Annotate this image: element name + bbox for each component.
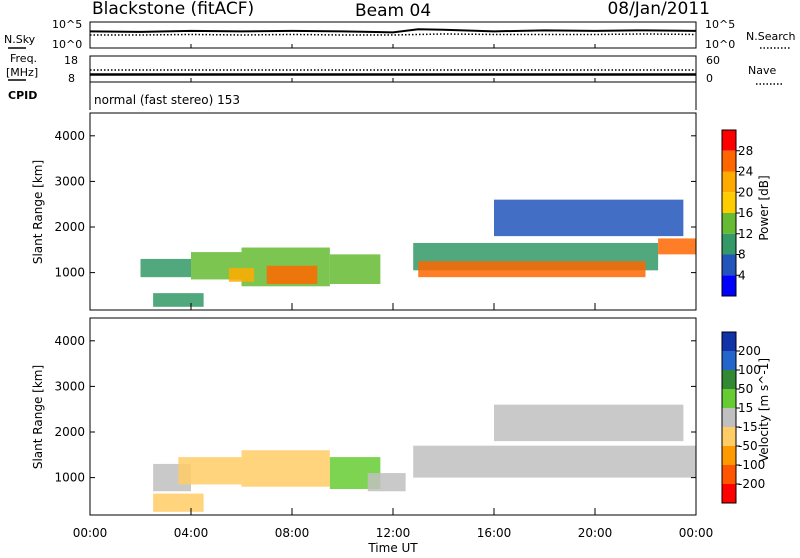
station-title: Blackstone (fitACF) [92,0,254,19]
power-ytick-label-3: 4000 [54,129,85,143]
power-colorbar-swatch-3 [722,192,736,213]
power-colorbar-swatch-7 [722,275,736,296]
xtick-label-0: 00:00 [73,526,108,540]
noise-left-tick-high: 10^5 [52,18,82,31]
power-region-3 [266,265,318,285]
xtick-label-3: 12:00 [376,526,411,540]
velocity-heatmap [153,404,696,512]
velocity-colorbar-swatch-3 [722,389,736,408]
velocity-region-5 [153,493,204,512]
cpid-text: normal (fast stereo) 153 [94,93,240,107]
velocity-colorbar-tick-label-7: -200 [738,477,765,491]
power-region-0 [140,258,191,278]
power-colorbar-label: Power [dB] [757,175,771,240]
noise-search-line [90,33,697,36]
xtick-label-2: 08:00 [275,526,310,540]
power-colorbar-swatch-0 [722,130,736,151]
freq-right-tick-high: 60 [706,54,720,67]
power-heatmap [140,199,696,307]
power-y-label: Slant Range [km] [31,160,45,264]
power-colorbar-tick-label-6: 4 [738,268,746,282]
velocity-colorbar-tick-label-5: -50 [738,439,758,453]
velocity-region-7 [494,404,684,442]
power-colorbar-swatch-6 [722,254,736,276]
velocity-region-2 [241,450,330,487]
noise-right-label: N.Search [746,30,796,43]
noise-sky-line [89,28,697,34]
power-region-10 [494,199,684,237]
xtick-label-1: 04:00 [174,526,209,540]
velocity-colorbar-swatch-1 [722,351,736,370]
noise-left-tick-low: 10^0 [52,38,82,51]
power-y-axis: 1000 2000 3000 4000 [54,129,696,280]
velocity-colorbar: 200 100 50 15 -15 -50 -100 -200 [721,331,765,504]
power-colorbar-tick-label-5: 8 [738,248,746,262]
velocity-colorbar-swatch-2 [722,370,736,389]
velocity-colorbar-swatch-5 [722,427,736,446]
velocity-colorbar-swatch-8 [722,484,736,503]
freq-right-label: Nave [748,64,776,77]
power-colorbar-tick-label-3: 16 [738,206,753,220]
velocity-colorbar-swatch-7 [722,465,736,484]
velocity-region-1 [178,457,242,485]
power-region-4 [228,268,255,282]
velocity-y-axis: 1000 2000 3000 4000 [54,334,696,485]
freq-right-tick-low: 0 [706,72,713,85]
velocity-region-6 [413,445,696,478]
freq-lines [90,69,696,76]
velocity-ytick-label-0: 1000 [54,471,85,485]
velocity-colorbar-swatch-6 [722,446,736,465]
xtick-label-4: 16:00 [477,526,512,540]
noise-right-tick-low: 10^0 [705,38,735,51]
freq-left-tick-low: 8 [68,72,75,85]
power-ytick-label-0: 1000 [54,266,85,280]
power-colorbar: 28 24 20 16 12 8 4 [721,129,753,297]
velocity-colorbar-tick-label-1: 100 [738,363,761,377]
freq-left-label-1: Freq. [10,52,37,65]
time-x-axis: 00:00 04:00 08:00 12:00 16:00 20:00 00:00 [73,44,714,540]
power-ytick-label-2: 3000 [54,174,85,188]
velocity-colorbar-frame [721,331,737,504]
velocity-colorbar-tick-label-4: -15 [738,420,758,434]
power-region-9 [658,238,696,255]
power-colorbar-tick-label-4: 12 [738,227,753,241]
noise-lines [89,28,697,36]
xtick-label-6: 00:00 [679,526,714,540]
date-title: 08/Jan/2011 [607,0,710,19]
freq-left-tick-high: 18 [64,54,78,67]
velocity-ytick-label-1: 2000 [54,425,85,439]
power-colorbar-tick-label-1: 24 [738,165,753,179]
power-colorbar-swatch-5 [722,233,736,255]
velocity-colorbar-swatch-4 [722,408,736,427]
cpid-label: CPID [8,89,37,102]
noise-right-tick-high: 10^5 [705,18,735,31]
velocity-colorbar-tick-label-0: 200 [738,344,761,358]
power-region-6 [153,293,204,307]
velocity-colorbar-tick-label-3: 15 [738,401,753,415]
power-colorbar-swatch-4 [722,213,736,234]
velocity-colorbar-tick-label-2: 50 [738,382,753,396]
power-colorbar-tick-label-0: 28 [738,144,753,158]
xtick-label-5: 20:00 [578,526,613,540]
velocity-region-4 [367,473,406,492]
power-colorbar-swatch-1 [722,150,736,172]
power-region-5 [329,254,381,285]
power-colorbar-tick-label-2: 20 [738,185,753,199]
freq-left-label-2: [MHz] [6,66,38,79]
power-ytick-label-1: 2000 [54,220,85,234]
noise-left-label: N.Sky [4,33,36,46]
velocity-colorbar-tick-label-6: -100 [738,458,765,472]
velocity-ytick-label-2: 3000 [54,379,85,393]
beam-title: Beam 04 [355,1,431,21]
velocity-ytick-label-3: 4000 [54,334,85,348]
velocity-y-label: Slant Range [km] [31,365,45,469]
x-axis-label: Time UT [367,541,418,554]
power-colorbar-swatch-2 [722,171,736,193]
velocity-colorbar-label: Velocity [m s^-1] [757,358,771,462]
power-region-8 [418,261,646,278]
velocity-colorbar-swatch-0 [722,332,736,351]
